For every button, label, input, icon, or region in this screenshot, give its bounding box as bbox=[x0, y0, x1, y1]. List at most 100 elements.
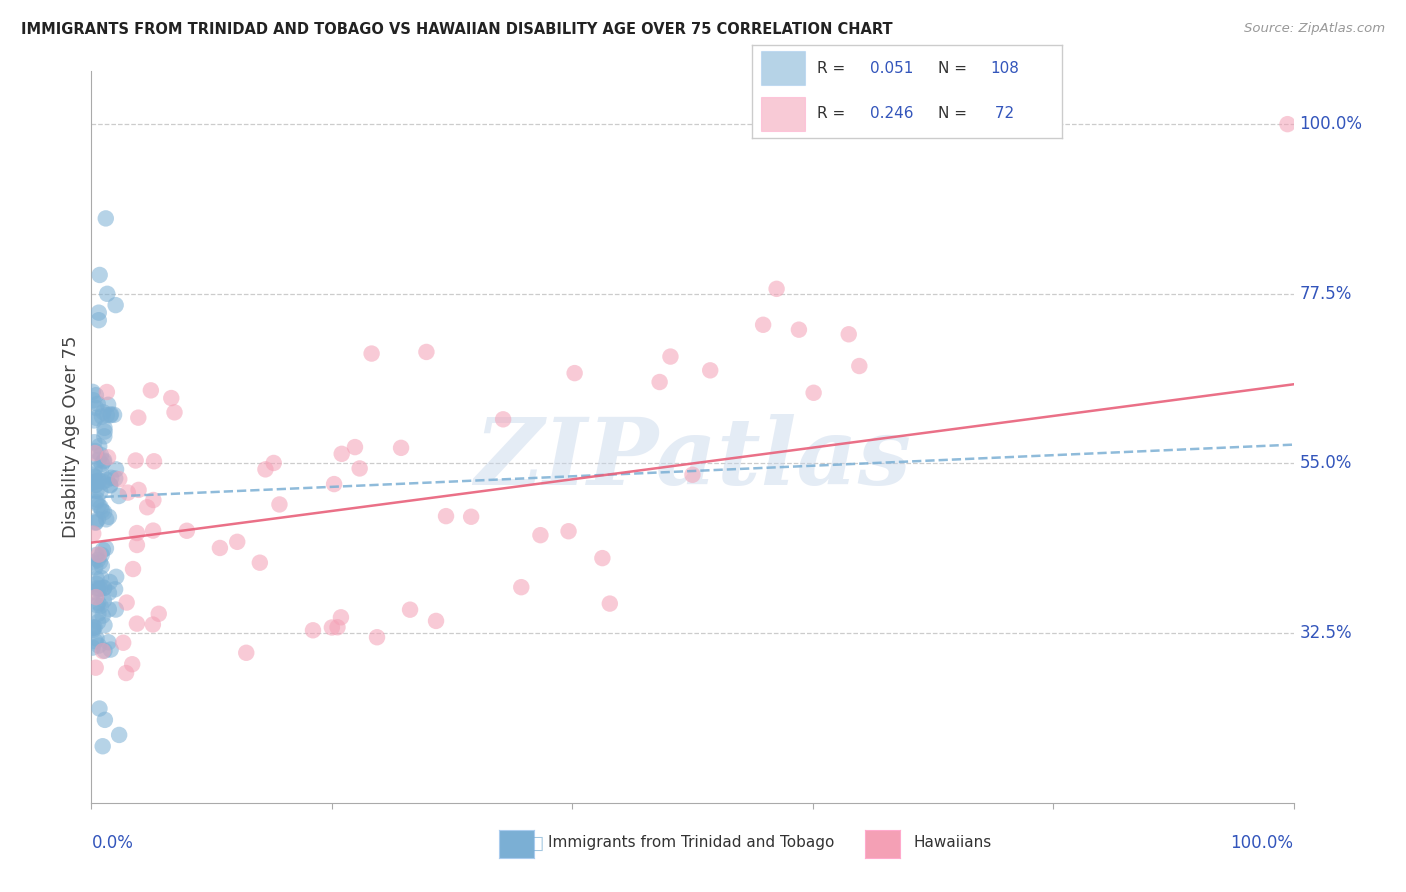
Point bbox=[86, 632, 108, 646]
Point bbox=[82, 640, 104, 655]
Point bbox=[557, 524, 579, 539]
Point bbox=[93, 618, 115, 632]
Point bbox=[108, 472, 131, 486]
Point bbox=[105, 570, 128, 584]
Point bbox=[82, 467, 104, 482]
Point bbox=[93, 581, 115, 595]
Point bbox=[97, 398, 120, 412]
Point bbox=[105, 462, 128, 476]
Point bbox=[139, 384, 162, 398]
Point bbox=[90, 500, 112, 515]
Point bbox=[84, 478, 107, 492]
Point bbox=[399, 603, 422, 617]
Point bbox=[82, 475, 104, 490]
Point bbox=[87, 615, 110, 629]
Point bbox=[84, 401, 107, 415]
Point bbox=[235, 646, 257, 660]
Point bbox=[163, 405, 186, 419]
Text: 0.051: 0.051 bbox=[870, 61, 912, 76]
Point bbox=[93, 429, 115, 443]
Point bbox=[84, 516, 107, 530]
Point bbox=[434, 509, 457, 524]
Point bbox=[84, 515, 107, 529]
Point bbox=[765, 282, 787, 296]
Text: N =: N = bbox=[938, 61, 967, 76]
Point bbox=[87, 548, 110, 562]
Point bbox=[82, 621, 104, 635]
Bar bbox=[762, 51, 804, 85]
Text: R =: R = bbox=[817, 61, 845, 76]
Point bbox=[366, 630, 388, 644]
Point bbox=[112, 636, 135, 650]
Point bbox=[94, 211, 117, 226]
Point bbox=[97, 602, 120, 616]
Point bbox=[143, 454, 166, 468]
Point bbox=[86, 577, 108, 591]
Point bbox=[176, 524, 198, 538]
Point bbox=[100, 408, 122, 422]
Point bbox=[98, 574, 121, 589]
Point bbox=[91, 503, 114, 517]
Point bbox=[115, 596, 138, 610]
Point bbox=[142, 493, 165, 508]
Text: 0.246: 0.246 bbox=[870, 106, 914, 121]
Point bbox=[97, 450, 120, 465]
Point bbox=[425, 614, 447, 628]
Point bbox=[160, 391, 183, 405]
Point bbox=[87, 512, 110, 526]
Point bbox=[90, 548, 112, 562]
Point bbox=[83, 462, 105, 476]
Point bbox=[90, 448, 112, 462]
Point bbox=[90, 559, 112, 574]
Point bbox=[96, 384, 118, 399]
Point bbox=[90, 457, 112, 471]
Point bbox=[91, 475, 114, 489]
Point bbox=[659, 350, 682, 364]
Point bbox=[93, 425, 115, 439]
Point bbox=[89, 555, 111, 569]
Point bbox=[492, 412, 515, 426]
Point bbox=[564, 366, 586, 380]
Point bbox=[84, 475, 107, 489]
Point bbox=[1277, 117, 1299, 131]
Point bbox=[343, 440, 366, 454]
Point bbox=[93, 593, 115, 607]
Text: 32.5%: 32.5% bbox=[1299, 624, 1353, 642]
Point bbox=[86, 484, 108, 499]
Text: 100.0%: 100.0% bbox=[1230, 834, 1294, 852]
Point bbox=[87, 452, 110, 467]
Point bbox=[84, 661, 107, 675]
Point bbox=[142, 617, 165, 632]
Point bbox=[89, 439, 111, 453]
Point bbox=[97, 509, 120, 524]
Point bbox=[89, 701, 111, 715]
Point bbox=[90, 571, 112, 585]
Point bbox=[93, 581, 115, 595]
Point bbox=[98, 478, 121, 492]
Point bbox=[91, 409, 114, 424]
Point bbox=[349, 461, 371, 475]
Point bbox=[329, 610, 352, 624]
Point bbox=[302, 624, 325, 638]
Text: 108: 108 bbox=[990, 61, 1019, 76]
Point bbox=[127, 410, 149, 425]
Point bbox=[104, 602, 127, 616]
Point bbox=[83, 435, 105, 450]
Point bbox=[142, 524, 165, 538]
Point bbox=[82, 556, 104, 570]
Point bbox=[96, 408, 118, 422]
Point bbox=[82, 384, 104, 399]
Point bbox=[226, 534, 249, 549]
Point bbox=[82, 623, 104, 637]
Point bbox=[86, 492, 108, 507]
Text: N =: N = bbox=[938, 106, 967, 121]
Text: 100.0%: 100.0% bbox=[1299, 115, 1362, 133]
Point bbox=[326, 620, 349, 634]
Point bbox=[87, 306, 110, 320]
Point bbox=[94, 541, 117, 556]
Point bbox=[321, 620, 343, 634]
Point bbox=[323, 477, 346, 491]
Point bbox=[93, 421, 115, 435]
Point bbox=[103, 408, 125, 422]
Y-axis label: Disability Age Over 75: Disability Age Over 75 bbox=[62, 335, 80, 539]
